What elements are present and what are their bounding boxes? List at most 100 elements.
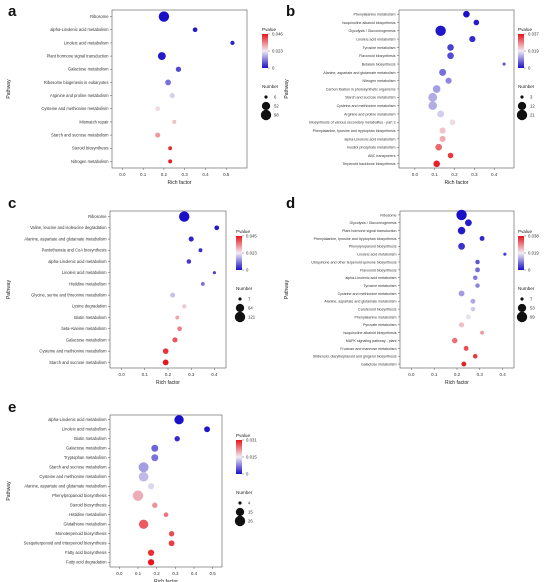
data-point bbox=[432, 85, 441, 93]
data-point bbox=[155, 106, 161, 112]
pvalue-colorbar bbox=[262, 34, 268, 68]
pathway-label: Galactose metabolism bbox=[68, 67, 109, 72]
data-point bbox=[138, 462, 149, 473]
data-point bbox=[465, 219, 472, 227]
number-legend-dot bbox=[517, 303, 527, 313]
pathway-label: Monoterpenoid biosynthesis bbox=[56, 531, 107, 536]
number-legend-dot bbox=[261, 101, 271, 111]
plot-frame bbox=[111, 9, 248, 169]
number-legend-dot bbox=[260, 109, 272, 121]
data-point bbox=[502, 62, 506, 66]
pvalue-legend-title: Pvalue bbox=[518, 229, 532, 234]
pathway-label: Ubiquinone and other terpenoid-quinone b… bbox=[311, 260, 396, 264]
x-tick-label: 0.4 bbox=[491, 172, 498, 177]
number-legend-label: 98 bbox=[274, 113, 279, 118]
number-legend-dot bbox=[234, 515, 246, 527]
number-legend-title: Number bbox=[518, 84, 535, 89]
x-tick-label: 0.0 bbox=[408, 372, 415, 377]
pathway-label: Arginine and proline metabolism bbox=[50, 93, 109, 98]
number-legend-label: 7 bbox=[530, 297, 533, 302]
data-point bbox=[458, 242, 465, 250]
pathway-label: Phenylalanine, tyrosine and tryptophan b… bbox=[314, 237, 397, 241]
pvalue-colorbar bbox=[236, 440, 242, 474]
colorbar-tick-label: 0.019 bbox=[528, 49, 539, 54]
pathway-label: Tyrosine metabolism bbox=[363, 46, 396, 50]
data-point bbox=[447, 52, 454, 60]
data-point bbox=[138, 519, 149, 529]
data-point bbox=[214, 225, 220, 231]
x-tick-label: 0.0 bbox=[119, 172, 126, 177]
pathway-label: Biotin metabolism bbox=[74, 436, 107, 441]
plot-frame bbox=[109, 414, 223, 568]
pathway-label: Galactose metabolism bbox=[66, 446, 107, 451]
pathway-label: Plant hormone signal transduction bbox=[342, 229, 396, 233]
data-point bbox=[433, 160, 440, 168]
x-tick-label: 0.0 bbox=[412, 172, 419, 177]
number-legend-title: Number bbox=[262, 84, 279, 89]
data-point bbox=[175, 66, 182, 72]
data-point bbox=[475, 267, 480, 273]
data-point bbox=[479, 236, 485, 241]
pathway-label: Fatty acid degradation bbox=[66, 560, 107, 565]
x-tick-label: 0.3 bbox=[477, 372, 484, 377]
data-point bbox=[168, 159, 173, 164]
x-tick-label: 0.2 bbox=[165, 372, 172, 377]
x-tick-label: 0.2 bbox=[454, 372, 461, 377]
x-tick-label: 0.4 bbox=[191, 571, 198, 576]
pathway-label: Ribosome biogenesis in eukaryotes bbox=[44, 80, 109, 85]
x-tick-label: 0.5 bbox=[210, 571, 217, 576]
pathway-label: Linoleic acid metabolism bbox=[64, 40, 109, 45]
data-point bbox=[463, 345, 469, 351]
x-tick-label: 0.1 bbox=[431, 372, 438, 377]
data-point bbox=[472, 275, 478, 280]
pathway-label: Alanine, aspartate and glutamate metabol… bbox=[24, 484, 107, 489]
number-legend-dot bbox=[264, 95, 268, 99]
data-point bbox=[170, 292, 176, 298]
colorbar-tick-label: 0.038 bbox=[528, 234, 539, 239]
x-tick-label: 0.2 bbox=[154, 571, 161, 576]
pvalue-colorbar bbox=[518, 34, 524, 68]
data-point bbox=[457, 226, 466, 235]
pathway-label: Cysteine and methionine metabolism bbox=[338, 292, 397, 296]
panel-c: c 0.0 0.1 0.2 0.3 0.4 Rich factor Pathway Riboso… bbox=[6, 195, 257, 386]
colorbar-tick-label: 0 bbox=[528, 66, 531, 71]
number-legend-dot bbox=[235, 507, 245, 517]
x-tick-label: 0.0 bbox=[116, 571, 123, 576]
panel-letter: e bbox=[8, 399, 16, 416]
pathway-label: Linoleic acid metabolism bbox=[62, 427, 107, 432]
number-legend-label: 4 bbox=[248, 501, 251, 506]
pathway-label: alpha-Linolenic acid metabolism bbox=[344, 137, 395, 141]
pathway-label: Inositol phosphate metabolism bbox=[347, 146, 396, 150]
number-legend-title: Number bbox=[518, 286, 535, 291]
pathway-label: Isoquinoline alkaloid biosynthesis bbox=[343, 331, 396, 335]
data-point bbox=[168, 531, 175, 537]
data-point bbox=[451, 337, 458, 344]
data-point bbox=[192, 27, 198, 33]
pathway-label: Galactose metabolism bbox=[66, 337, 107, 342]
x-tick-label: 0.2 bbox=[161, 172, 168, 177]
colorbar-tick-label: 0.023 bbox=[246, 251, 257, 256]
data-point bbox=[439, 127, 446, 134]
pathway-label: Pyruvate metabolism bbox=[363, 323, 397, 327]
x-axis-label: Rich factor bbox=[168, 180, 192, 186]
pathway-label: Steroid biosynthesis bbox=[70, 503, 107, 508]
pvalue-legend-title: Pvalue bbox=[236, 229, 250, 234]
pathway-label: Ribosome bbox=[90, 14, 109, 19]
y-axis-label: Pathway bbox=[6, 279, 12, 299]
data-point bbox=[449, 119, 456, 126]
data-point bbox=[480, 330, 485, 335]
colorbar-tick-label: 0.037 bbox=[528, 32, 539, 37]
x-tick-label: 0.1 bbox=[140, 172, 147, 177]
colorbar-tick-label: 0.019 bbox=[528, 251, 539, 256]
pathway-label: Starch and sucrose metabolism bbox=[49, 360, 107, 365]
pvalue-legend-title: Pvalue bbox=[518, 27, 532, 32]
data-point bbox=[151, 454, 159, 462]
y-axis-label: Pathway bbox=[284, 279, 290, 299]
data-point bbox=[428, 101, 437, 110]
data-point bbox=[152, 502, 158, 508]
x-tick-label: 0.1 bbox=[135, 571, 142, 576]
colorbar-tick-label: 0.045 bbox=[246, 234, 257, 239]
number-legend-label: 12 bbox=[530, 104, 535, 109]
pathway-label: Tryptophan metabolism bbox=[64, 455, 107, 460]
